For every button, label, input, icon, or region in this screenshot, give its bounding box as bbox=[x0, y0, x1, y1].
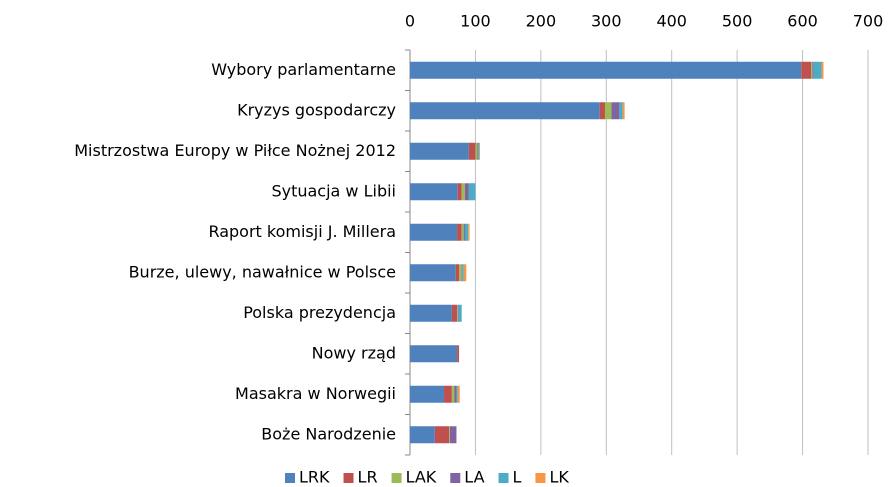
bar-segment bbox=[434, 426, 450, 444]
bar-segment bbox=[604, 102, 612, 120]
legend-label: LK bbox=[549, 468, 569, 487]
bar-segment bbox=[464, 183, 469, 201]
x-tick-label: 500 bbox=[722, 12, 753, 31]
bar-segment bbox=[468, 142, 476, 160]
bar-segment bbox=[463, 223, 465, 241]
bar-segment bbox=[462, 264, 464, 282]
bar-segment bbox=[622, 102, 625, 120]
bar-segment bbox=[812, 61, 814, 79]
x-tick-label: 100 bbox=[460, 12, 491, 31]
bar-segment bbox=[459, 264, 462, 282]
x-tick-label: 400 bbox=[656, 12, 687, 31]
bar-segment bbox=[410, 102, 600, 120]
x-tick-label: 0 bbox=[405, 12, 415, 31]
y-tick-label: Kryzys gospodarczy bbox=[237, 100, 396, 119]
bar-segment bbox=[619, 102, 623, 120]
x-tick-label: 600 bbox=[787, 12, 818, 31]
y-tick-label: Polska prezydencja bbox=[243, 303, 396, 322]
bar-segment bbox=[449, 426, 457, 444]
bar-segment bbox=[454, 385, 457, 403]
bar-segment bbox=[821, 61, 824, 79]
legend-swatch bbox=[343, 473, 354, 483]
bar-segment bbox=[811, 61, 813, 79]
x-tick-label: 200 bbox=[526, 12, 557, 31]
legend-swatch bbox=[535, 473, 546, 483]
bar-segment bbox=[451, 385, 455, 403]
bar-segment bbox=[478, 142, 480, 160]
legend-label: LA bbox=[464, 468, 484, 487]
bar-segment bbox=[457, 345, 460, 363]
bar-segment bbox=[479, 142, 481, 160]
legend-label: LR bbox=[358, 468, 378, 487]
y-tick-label: Masakra w Norwegii bbox=[235, 384, 396, 403]
bar-segment bbox=[463, 264, 467, 282]
bar-segment bbox=[461, 264, 463, 282]
y-tick-label: Sytuacja w Libii bbox=[271, 181, 396, 200]
y-tick-label: Boże Narodzenie bbox=[261, 424, 396, 443]
bar-segment bbox=[456, 385, 458, 403]
x-tick-label: 700 bbox=[853, 12, 884, 31]
bar-segment bbox=[410, 61, 802, 79]
bar-segment bbox=[461, 183, 465, 201]
y-tick-label: Wybory parlamentarne bbox=[211, 60, 396, 79]
bar-segment bbox=[813, 61, 822, 79]
bar-segment bbox=[457, 223, 462, 241]
x-tick-label: 300 bbox=[591, 12, 622, 31]
bar-segment bbox=[410, 183, 458, 201]
bar-segment bbox=[410, 264, 456, 282]
bar-segment bbox=[611, 102, 620, 120]
bar-segment bbox=[468, 183, 476, 201]
bar-segment bbox=[599, 102, 605, 120]
y-tick-label: Raport komisji J. Millera bbox=[208, 222, 396, 241]
bar-segment bbox=[455, 264, 460, 282]
bar-segment bbox=[457, 304, 458, 322]
legend-swatch bbox=[450, 473, 461, 483]
bar-segment bbox=[461, 223, 464, 241]
legend-swatch bbox=[498, 473, 509, 483]
bar-segment bbox=[410, 142, 469, 160]
bar-segment bbox=[444, 385, 452, 403]
bar-segment bbox=[451, 304, 458, 322]
bar-segment bbox=[410, 385, 445, 403]
bar-segment bbox=[464, 223, 469, 241]
bar-segment bbox=[410, 426, 435, 444]
legend-label: L bbox=[513, 468, 522, 487]
legend-swatch bbox=[285, 473, 295, 483]
bar-segment bbox=[468, 223, 470, 241]
bar-segment bbox=[457, 183, 462, 201]
bar-segment bbox=[458, 304, 462, 322]
bar-segment bbox=[410, 223, 458, 241]
bar-segment bbox=[801, 61, 812, 79]
bar-segment bbox=[449, 426, 450, 444]
bar-segment bbox=[410, 345, 458, 363]
bar-segment bbox=[475, 142, 478, 160]
bar-segment bbox=[477, 142, 479, 160]
y-tick-label: Mistrzostwa Europy w Piłce Nożnej 2012 bbox=[74, 141, 396, 160]
legend-swatch bbox=[391, 473, 402, 483]
y-tick-label: Burze, ulewy, nawałnice w Polsce bbox=[129, 262, 396, 281]
legend-label: LAK bbox=[406, 468, 437, 487]
bar-segment bbox=[457, 304, 459, 322]
y-tick-label: Nowy rząd bbox=[312, 343, 396, 362]
legend-label: LRK bbox=[299, 468, 330, 487]
bar-segment bbox=[457, 385, 460, 403]
bar-segment bbox=[410, 304, 452, 322]
